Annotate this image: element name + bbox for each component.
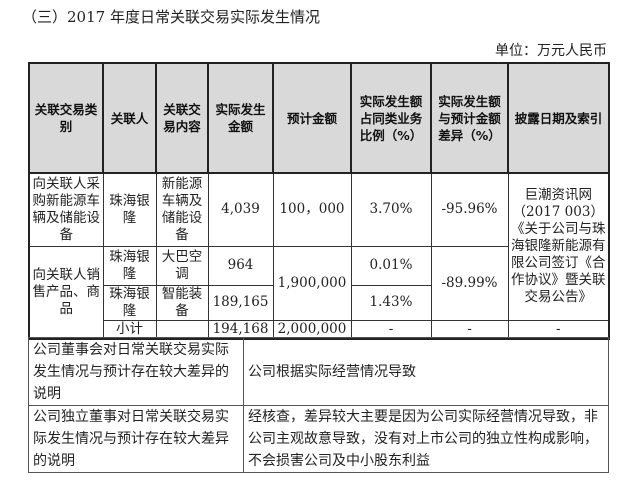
section-title: （三）2017 年度日常关联交易实际发生情况	[22, 8, 320, 26]
table-row: 向关联人采购新能源车辆及储能设备 珠海银隆 新能源车辆及储能设备 4,039 1…	[28, 172, 610, 321]
header-cell: 关联人	[102, 62, 157, 174]
diff-cell: -95.96%	[430, 172, 509, 247]
ratio-cell: 0.01%	[350, 245, 432, 286]
note-label: 公司董事会对日常关联交易实际发生情况与预计存在较大差异的说明	[28, 337, 244, 406]
notes-table: 公司董事会对日常关联交易实际发生情况与预计存在较大差异的说明 公司根据实际经营情…	[28, 337, 609, 473]
estimate-cell: 100，000	[272, 172, 352, 247]
category-cell: 向关联人销售产品、商品	[28, 245, 104, 340]
category-cell: 向关联人采购新能源车辆及储能设备	[28, 172, 104, 247]
disclosure-cell: 巨潮资讯网（2017 003）《关于公司与珠海银隆新能源有限公司签订《合作协议》…	[507, 172, 610, 321]
diff-cell: -89.99%	[430, 245, 509, 321]
header-cell: 披露日期及索引	[507, 62, 610, 174]
party-cell: 珠海银隆	[102, 245, 157, 286]
note-row: 公司董事会对日常关联交易实际发生情况与预计存在较大差异的说明 公司根据实际经营情…	[28, 337, 609, 406]
content-cell: 新能源车辆及储能设备	[155, 172, 209, 247]
ratio-cell: 3.70%	[350, 172, 432, 247]
subtotal-row: 小计 194,168 2,000,000 - - -	[29, 319, 610, 340]
note-label: 公司独立董事对日常关联交易实际发生情况与预计存在较大差异的说明	[28, 405, 244, 473]
header-cell: 实际发生额与预计金额差异（%）	[430, 62, 509, 174]
header-cell: 关联交易内容	[155, 62, 209, 174]
note-text: 公司根据实际经营情况导致	[243, 337, 609, 406]
header-cell: 预计金额	[272, 62, 352, 174]
actual-cell: 964	[207, 245, 274, 286]
estimate-cell: 1,900,000	[272, 245, 352, 321]
note-row: 公司独立董事对日常关联交易实际发生情况与预计存在较大差异的说明 经核查，差异较大…	[28, 405, 609, 473]
unit-label: 单位：万元人民币	[495, 43, 607, 59]
header-cell: 实际发生金额	[207, 62, 274, 174]
header-cell: 关联交易类别	[28, 62, 104, 174]
estimate-cell: 2,000,000	[272, 319, 352, 340]
related-transactions-table: 关联交易类别 关联人 关联交易内容 实际发生金额 预计金额 实际发生额占同类业务…	[28, 62, 610, 340]
ratio-cell: 1.43%	[350, 284, 432, 321]
party-cell: 珠海银隆	[102, 284, 157, 321]
header-row: 关联交易类别 关联人 关联交易内容 实际发生金额 预计金额 实际发生额占同类业务…	[28, 62, 610, 174]
actual-cell: 4,039	[207, 172, 274, 247]
actual-cell: 189,165	[207, 284, 274, 321]
header-cell: 实际发生额占同类业务比例（%）	[350, 62, 432, 174]
table-row: 珠海银隆 智能装备 189,165 1.43%	[29, 284, 609, 321]
note-text: 经核查，差异较大主要是因为公司实际经营情况导致，非公司主观故意导致，没有对上市公…	[243, 405, 609, 473]
table-row: 向关联人销售产品、商品 珠海银隆 大巴空调 964 1,900,000 0.01…	[28, 245, 609, 340]
party-cell: 珠海银隆	[102, 172, 157, 247]
content-cell: 大巴空调	[155, 245, 209, 286]
content-cell: 智能装备	[155, 284, 209, 321]
